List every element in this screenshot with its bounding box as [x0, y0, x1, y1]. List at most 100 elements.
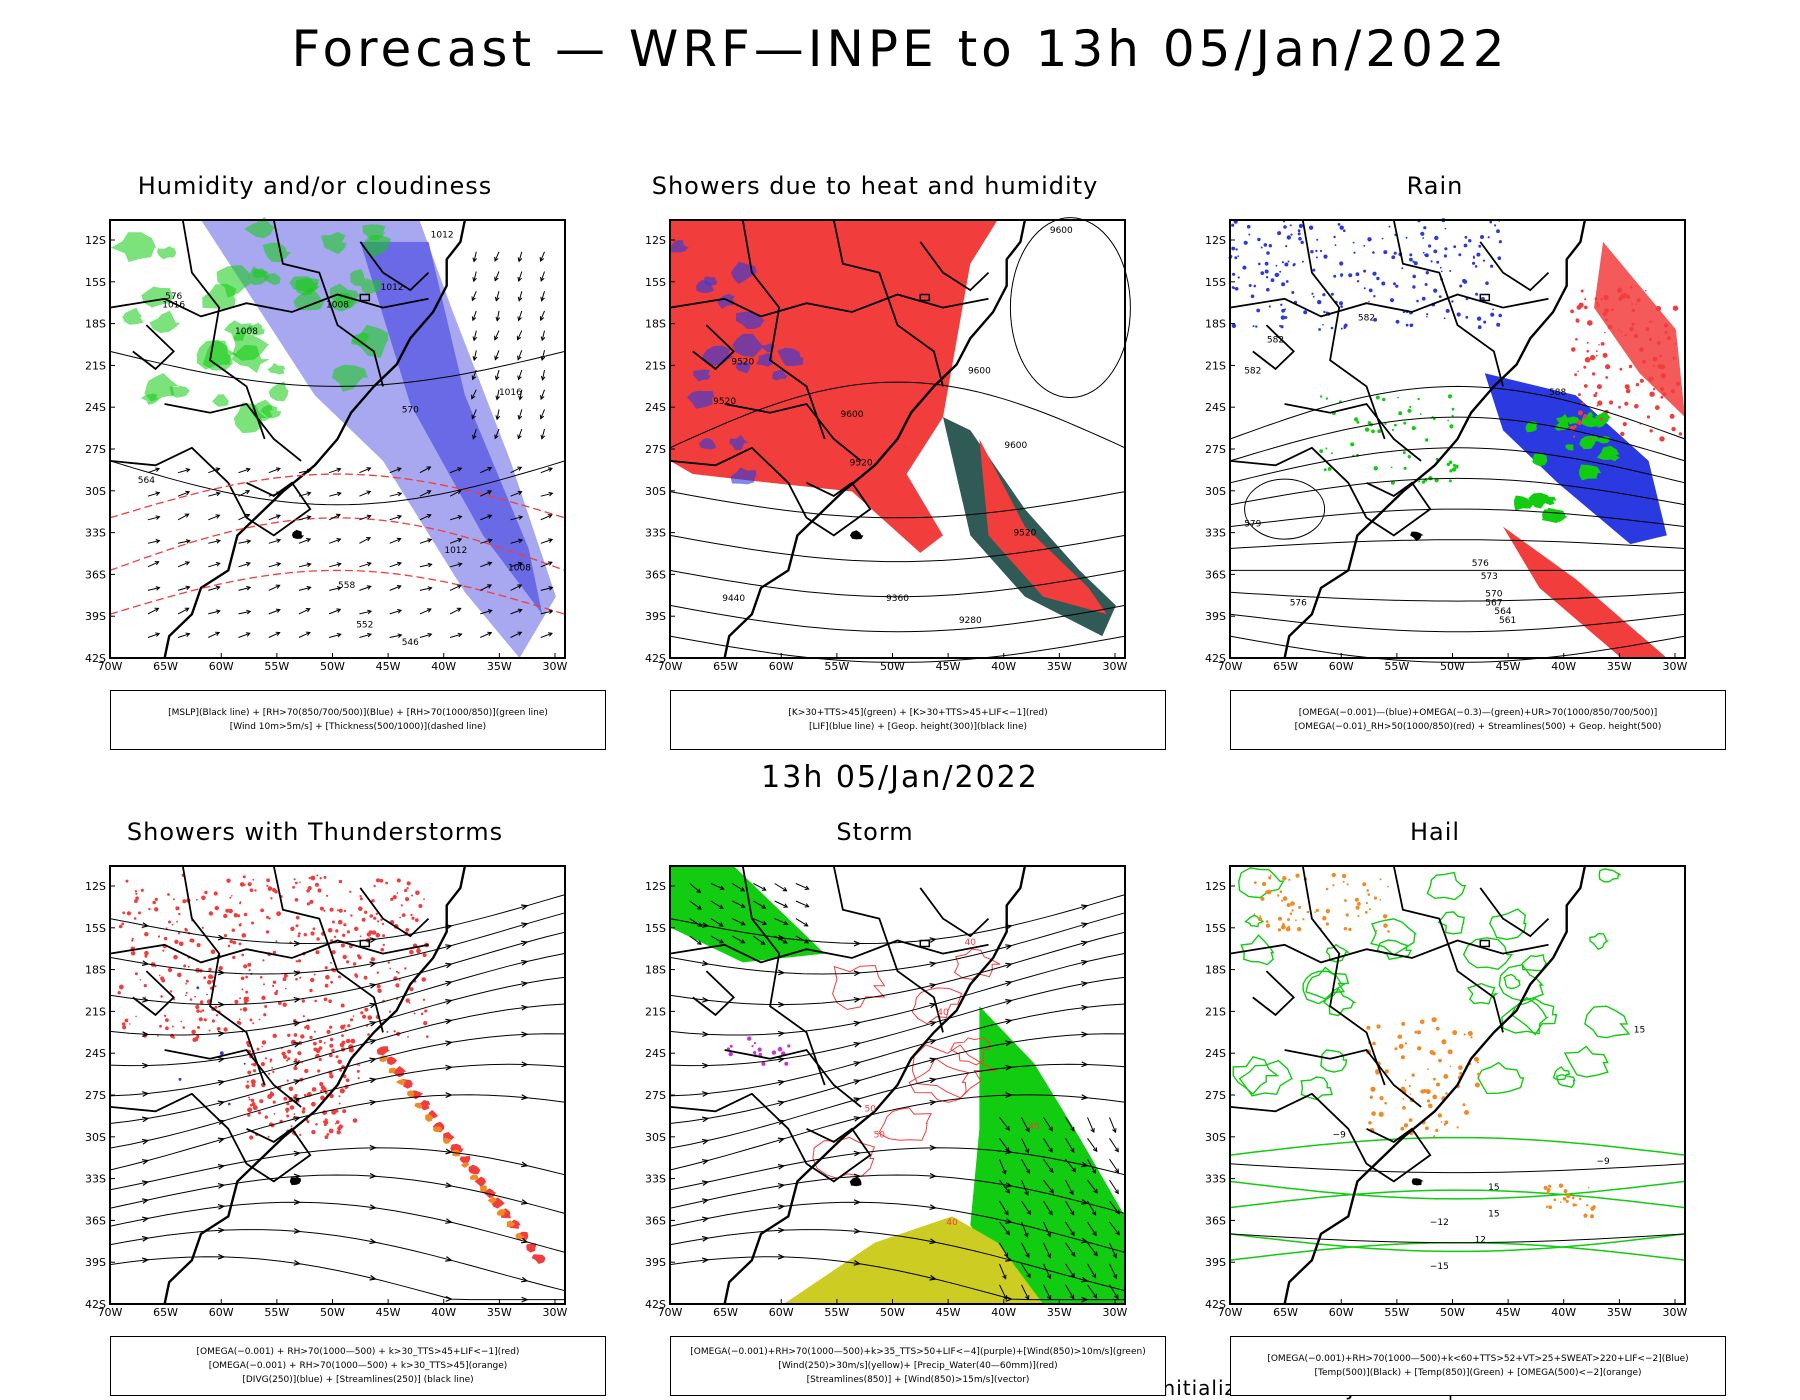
omega-500-orange-dot — [1362, 882, 1367, 887]
streamline-arrow — [293, 1199, 302, 1206]
wind-vector — [268, 514, 281, 521]
contour-label: 1008 — [508, 563, 531, 573]
country-border — [164, 402, 302, 462]
streamline-arrow — [702, 1091, 710, 1097]
tstorm-red-dot — [329, 1037, 334, 1042]
streamline-arrow — [369, 1057, 377, 1064]
wind-vector — [298, 469, 311, 474]
lif-blue-contour — [717, 293, 735, 309]
omega-rh-red-dot — [1620, 293, 1626, 299]
tstorm-red-dot — [335, 1120, 340, 1124]
tstorm-red-dot — [131, 937, 134, 940]
wind-vector — [548, 491, 554, 497]
tstorm-red-dot — [313, 973, 316, 976]
tstorm-red-dot — [285, 987, 287, 990]
tstorm-red-dot — [199, 1000, 204, 1004]
omega-rh-red-dot — [1626, 294, 1631, 299]
streamline-850 — [669, 1229, 1126, 1292]
omega-500-orange-dot — [1291, 909, 1294, 912]
wind-vector — [245, 632, 251, 637]
lat-label: 12S — [85, 234, 106, 247]
tstorm-red-dot — [363, 975, 368, 980]
omega-green-dot — [1421, 480, 1426, 484]
streamline-850 — [669, 912, 1126, 975]
wind-850-vector — [774, 883, 787, 892]
tstorm-red-dot — [249, 888, 254, 892]
omega-500-orange-dot — [1426, 1099, 1431, 1103]
tstorm-red-dot — [252, 1069, 257, 1073]
omega-blue-dot — [1463, 243, 1468, 248]
country-border — [1479, 887, 1550, 938]
legend-showers-heat: [K>30+TTS>45](green) + [K>30+TTS>45+LIF<… — [670, 690, 1166, 750]
omega-rh-red-dot — [1654, 405, 1660, 410]
omega-blue-dot — [1439, 266, 1442, 269]
country-border — [1392, 219, 1504, 387]
wind-vector — [494, 355, 499, 361]
omega-500-orange-dot — [1279, 890, 1283, 893]
lat-label: 33S — [645, 527, 666, 540]
omega-blue-dot — [1298, 237, 1302, 241]
omega-blue-dot — [1323, 310, 1326, 314]
omega-blue-dot — [1426, 313, 1429, 316]
tstorm-red-dot — [232, 940, 237, 945]
wind-850-vector — [1004, 1210, 1009, 1216]
wind-vector — [426, 490, 432, 495]
wind-vector — [548, 632, 553, 637]
omega-500-orange-dot — [1277, 894, 1280, 897]
wind-vector — [473, 251, 477, 262]
tstorm-red-dot — [379, 878, 384, 883]
tstorm-red-dot — [323, 875, 327, 879]
tstorm-red-dot — [411, 894, 413, 897]
tstorm-red-dot — [165, 927, 168, 930]
omega-blue-dot — [1237, 255, 1240, 257]
tstorm-red-dot — [293, 1113, 296, 1115]
omega-green-dot — [1449, 424, 1454, 429]
omega-rh-red-dot — [1602, 352, 1608, 358]
wind-vector — [215, 609, 221, 615]
legend-line: [DIVG(250)](blue) + [Streamlines(250)] (… — [242, 1375, 474, 1385]
tstorm-orange-area — [388, 1067, 396, 1074]
tstorm-red-dot — [231, 928, 235, 932]
streamline-arrow — [293, 1020, 302, 1027]
storm-purple-dot — [753, 1042, 757, 1045]
wind-850-vector — [1109, 1284, 1119, 1299]
wind-850-vector — [783, 920, 789, 925]
lat-label: 21S — [85, 359, 106, 372]
omega-blue-dot — [1257, 237, 1261, 242]
country-border — [724, 1048, 862, 1108]
wind-vector — [494, 296, 500, 302]
wind-850-vector — [1087, 1158, 1096, 1174]
tstorm-red-dot — [339, 1088, 345, 1094]
temp-850-green-contour — [1563, 1045, 1609, 1078]
divg-blue-dot — [243, 1062, 246, 1065]
omega-rh-red-dot — [1635, 382, 1640, 387]
tstorm-red-dot — [405, 998, 410, 1003]
streamline-arrow — [929, 1039, 937, 1045]
lon-label: 65W — [153, 660, 178, 673]
wind-vector — [547, 514, 553, 519]
wind-850-vector — [1046, 1232, 1051, 1238]
wind-vector — [208, 631, 220, 638]
omega-green-area — [1556, 414, 1570, 426]
wind-vector — [245, 490, 251, 495]
lat-label: 24S — [1205, 1047, 1226, 1060]
wind-850-vector — [1109, 1117, 1116, 1133]
omega-blue-dot — [1348, 273, 1353, 278]
precip-water-red-contour — [911, 987, 963, 1025]
streamline-250 — [109, 894, 566, 945]
omega-green-dot — [1391, 428, 1395, 431]
omega-blue-dot — [1430, 260, 1433, 263]
tstorm-red-dot — [117, 991, 121, 995]
omega-500-orange-dot — [1429, 1050, 1435, 1055]
temp-850-green-contour — [1229, 1189, 1686, 1209]
tstorm-red-dot — [335, 929, 339, 933]
streamline-arrow — [1005, 944, 1013, 950]
geop-500-contour — [1229, 635, 1686, 663]
geop-500-contour — [1229, 416, 1686, 462]
omega-blue-dot — [1472, 261, 1476, 265]
temp-850-green-contour — [1489, 908, 1527, 941]
tstorm-red-dot — [290, 1125, 293, 1128]
tstorm-red-dot — [122, 1025, 127, 1030]
omega-blue-dot — [1363, 244, 1366, 247]
omega-rh-red-dot — [1660, 364, 1666, 370]
